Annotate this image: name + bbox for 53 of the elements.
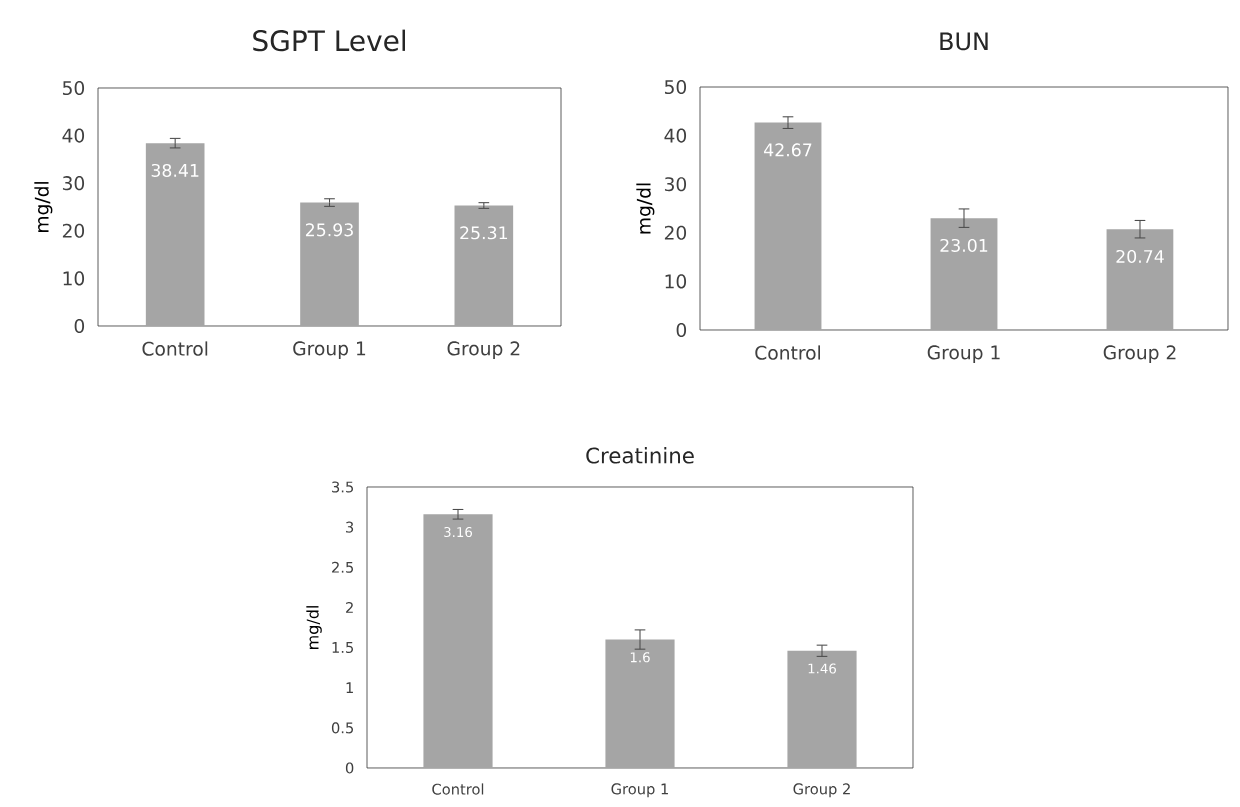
data-label: 1.46 bbox=[808, 663, 837, 674]
bar bbox=[930, 218, 998, 330]
y-tick-label: 10 bbox=[665, 274, 687, 289]
y-tick-label: 10 bbox=[63, 271, 85, 286]
y-tick-label: 50 bbox=[62, 80, 85, 96]
x-tick-label: Group 2 bbox=[793, 783, 850, 798]
y-tick-label: 2 bbox=[346, 601, 353, 613]
data-label: 25.31 bbox=[460, 226, 508, 240]
x-tick-label: Control bbox=[755, 345, 820, 360]
data-label: 38.41 bbox=[151, 163, 199, 177]
y-tick-label: 3 bbox=[346, 521, 354, 533]
y-tick-label: 0 bbox=[345, 762, 354, 774]
y-tick-label: 1.5 bbox=[332, 642, 354, 654]
bar bbox=[423, 514, 493, 768]
x-tick-label: Group 1 bbox=[927, 345, 1000, 364]
data-label: 23.01 bbox=[940, 238, 988, 252]
bar bbox=[605, 639, 675, 768]
bar bbox=[754, 122, 822, 330]
y-tick-label: 3.5 bbox=[332, 481, 354, 493]
x-tick-label: Group 2 bbox=[447, 341, 520, 360]
bar bbox=[1106, 229, 1174, 330]
data-label: 20.74 bbox=[1116, 249, 1164, 264]
bar bbox=[145, 143, 205, 326]
y-axis-title: mg/dl bbox=[636, 183, 655, 234]
x-tick-label: Group 1 bbox=[293, 341, 366, 360]
y-tick-label: 1 bbox=[346, 682, 353, 694]
y-tick-label: 40 bbox=[62, 128, 85, 143]
bar bbox=[300, 202, 359, 326]
x-tick-label: Group 1 bbox=[611, 783, 668, 798]
x-tick-label: Control bbox=[432, 783, 484, 795]
y-tick-label: 30 bbox=[62, 176, 85, 191]
chart-title: BUN bbox=[940, 32, 988, 51]
y-tick-label: 30 bbox=[664, 177, 687, 192]
data-label: 42.67 bbox=[764, 143, 812, 157]
data-label: 1.6 bbox=[630, 652, 650, 663]
y-tick-label: 50 bbox=[664, 79, 687, 95]
y-tick-label: 40 bbox=[664, 128, 687, 143]
y-tick-label: 0.5 bbox=[331, 722, 354, 734]
data-label: 3.16 bbox=[444, 526, 473, 538]
x-tick-label: Control bbox=[142, 341, 208, 356]
y-tick-label: 0 bbox=[74, 318, 85, 334]
chart-title: Creatinine bbox=[586, 447, 694, 464]
data-label: 25.93 bbox=[305, 223, 353, 237]
y-tick-label: 2.5 bbox=[332, 561, 354, 573]
bar bbox=[787, 650, 857, 768]
y-tick-label: 0 bbox=[676, 322, 687, 338]
y-tick-label: 20 bbox=[62, 223, 85, 238]
chart-title: SGPT Level bbox=[253, 29, 406, 52]
bar bbox=[454, 205, 514, 326]
y-axis-title: mg/dl bbox=[306, 606, 322, 649]
y-axis-title: mg/dl bbox=[34, 182, 53, 232]
x-tick-label: Group 2 bbox=[1103, 345, 1176, 364]
y-tick-label: 20 bbox=[664, 225, 687, 240]
